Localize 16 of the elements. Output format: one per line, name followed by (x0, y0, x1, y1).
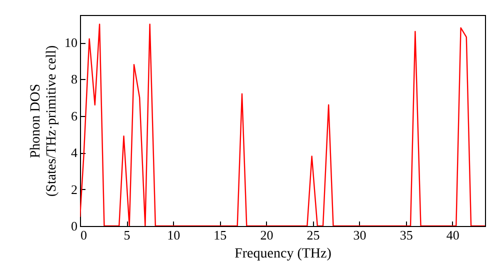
x-tick-label: 10 (167, 228, 180, 242)
x-axis-title: Frequency (THz) (234, 246, 332, 262)
x-tick-label: 20 (260, 228, 274, 242)
y-tick-label: 6 (71, 108, 78, 124)
line-series (80, 24, 485, 226)
x-tick-label: 35 (400, 228, 413, 242)
x-tick-label: 30 (353, 228, 366, 242)
y-tick-label: 10 (64, 35, 78, 50)
x-tick-label: 25 (306, 228, 320, 242)
y-axis-title: Phonon DOS (States/THz·primitive cell) (28, 45, 60, 197)
y-tick-label: 8 (71, 72, 78, 87)
y-tick-label: 4 (71, 145, 78, 160)
x-tick-label: 15 (214, 228, 227, 242)
x-tick-label: 40 (446, 228, 460, 242)
y-tick-label: 2 (71, 182, 78, 197)
x-tick-label: 5 (124, 228, 130, 242)
